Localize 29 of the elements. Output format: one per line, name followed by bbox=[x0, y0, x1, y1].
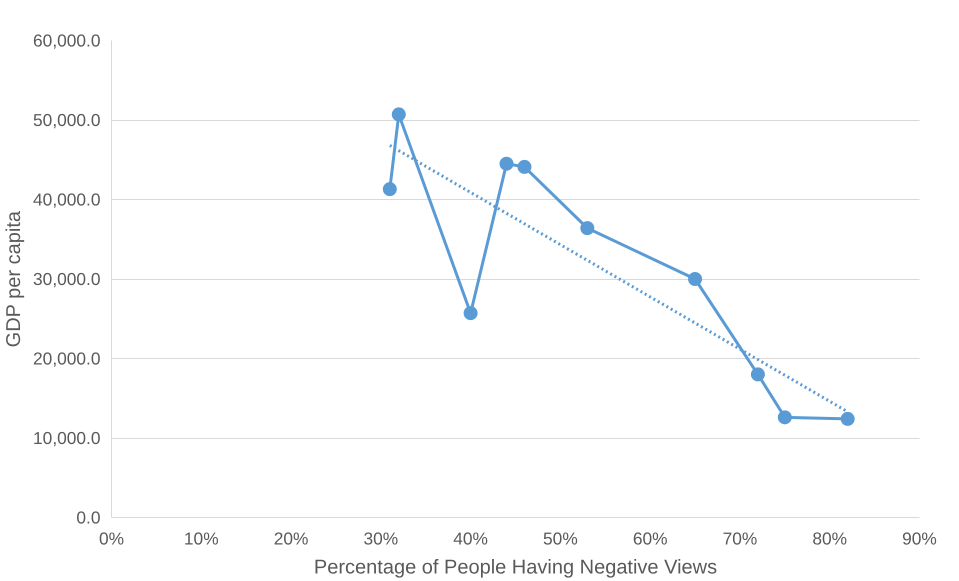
point bbox=[500, 156, 514, 171]
y-tick-label: 30,000.0 bbox=[33, 269, 100, 289]
point bbox=[688, 272, 702, 286]
y-tick-label: 0.0 bbox=[76, 508, 101, 528]
x-tick-label: 0% bbox=[98, 528, 124, 548]
point bbox=[382, 182, 397, 196]
point bbox=[580, 221, 594, 236]
x-tick-label: 40% bbox=[453, 528, 488, 548]
point bbox=[778, 410, 792, 424]
point bbox=[392, 107, 406, 122]
x-axis-title: Percentage of People Having Negative Views bbox=[314, 556, 718, 578]
x-tick-label: 20% bbox=[274, 528, 308, 548]
x-tick-label: 30% bbox=[363, 528, 398, 548]
y-tick-label: 10,000.0 bbox=[33, 428, 100, 448]
y-tick-label: 40,000.0 bbox=[33, 190, 100, 210]
point bbox=[517, 160, 532, 174]
point bbox=[464, 306, 478, 320]
y-axis-title: GDP per capita bbox=[3, 210, 26, 348]
y-tick-label: 50,000.0 bbox=[33, 110, 100, 130]
point bbox=[750, 367, 765, 382]
x-tick-label: 50% bbox=[543, 528, 578, 548]
x-tick-label: 80% bbox=[812, 528, 848, 548]
y-tick-label: 20,000.0 bbox=[33, 348, 100, 368]
y-tick-label: 60,000.0 bbox=[33, 30, 100, 50]
point bbox=[840, 412, 855, 426]
x-tick-label: 10% bbox=[184, 528, 219, 548]
x-tick-label: 90% bbox=[902, 528, 937, 548]
x-tick-label: 60% bbox=[632, 528, 668, 548]
x-tick-label: 70% bbox=[722, 528, 758, 548]
